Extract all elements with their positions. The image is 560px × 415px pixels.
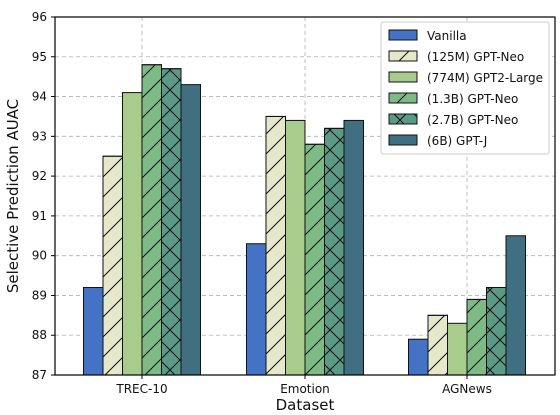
bar [83, 286, 104, 376]
y-tick-label: 96 [32, 10, 47, 24]
x-tick-label: Emotion [280, 382, 330, 396]
legend-swatch-hatch [388, 113, 418, 125]
y-tick-label: 93 [32, 129, 47, 143]
bar [180, 84, 201, 376]
bar-hatch [161, 68, 182, 376]
bar-hatch [324, 127, 345, 376]
bar [408, 338, 429, 376]
y-tick-label: 92 [32, 169, 47, 183]
bar [122, 92, 143, 376]
y-tick-label: 90 [32, 249, 47, 263]
legend: Vanilla (125M) GPT-Neo (774M) GPT2-Large (1… [380, 21, 550, 155]
y-axis-ticks: 87 88 89 90 91 92 93 94 95 96 [32, 10, 55, 382]
bar-hatch [486, 286, 507, 376]
bar-hatch [265, 115, 286, 376]
legend-label: (774M) GPT2-Large [427, 71, 543, 85]
legend-swatch [388, 71, 418, 83]
x-tick-label: AGNews [442, 382, 492, 396]
legend-label: (6B) GPT-J [427, 134, 487, 148]
y-axis-label: Selective Prediction AUAC [4, 99, 22, 293]
legend-swatch [388, 29, 418, 41]
bar-hatch [141, 64, 162, 376]
bars [83, 64, 526, 376]
y-tick-label: 94 [32, 90, 47, 104]
legend-swatch-hatch [388, 50, 418, 62]
legend-box [380, 21, 550, 155]
bar [246, 243, 267, 376]
bar-hatch [102, 155, 123, 376]
bar [285, 119, 306, 376]
legend-label: (1.3B) GPT-Neo [427, 92, 518, 106]
x-axis-label: Dataset [276, 396, 335, 414]
bar-hatch [466, 298, 487, 376]
y-tick-label: 91 [32, 209, 47, 223]
y-tick-label: 89 [32, 288, 47, 302]
legend-label: Vanilla [427, 29, 467, 43]
x-axis-ticks: TREC-10 Emotion AGNews [115, 375, 492, 396]
bar-hatch [304, 143, 325, 376]
legend-label: (2.7B) GPT-Neo [427, 113, 518, 127]
y-tick-label: 95 [32, 50, 47, 64]
legend-swatch [388, 134, 418, 146]
legend-swatch-hatch [388, 92, 418, 104]
legend-label: (125M) GPT-Neo [427, 50, 524, 64]
bar [447, 322, 468, 376]
bar [343, 119, 364, 376]
bar-hatch [427, 314, 448, 376]
y-tick-label: 88 [32, 328, 47, 342]
x-tick-label: TREC-10 [115, 382, 167, 396]
y-tick-label: 87 [32, 368, 47, 382]
bar [505, 235, 526, 376]
